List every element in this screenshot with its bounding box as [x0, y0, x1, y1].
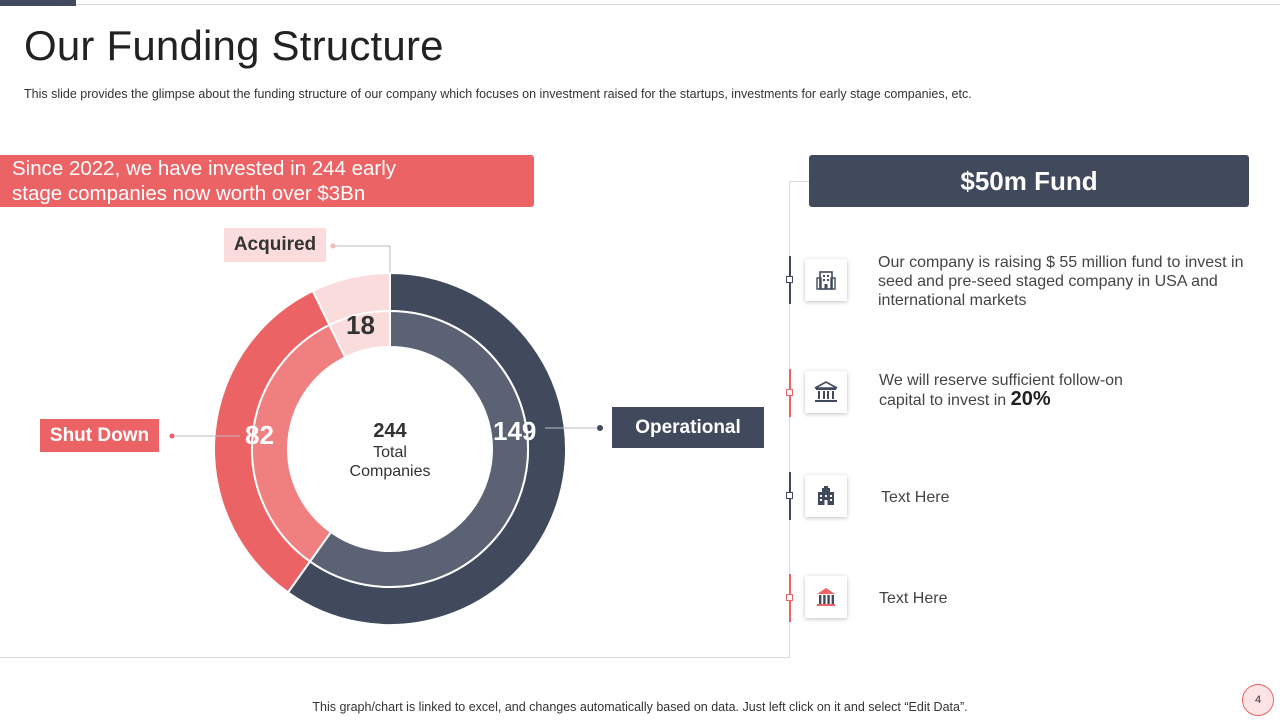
item-2-icon-box: [805, 371, 847, 413]
page-subtitle: This slide provides the glimpse about th…: [24, 87, 972, 101]
operational-label: Operational: [612, 407, 764, 448]
total-companies-label: Total Companies: [330, 443, 450, 481]
frame-right-line: [789, 181, 790, 658]
highlight-banner: Since 2022, we have invested in 244 earl…: [0, 155, 534, 207]
leader-lines: [169, 243, 603, 439]
item-3-marker: [786, 492, 793, 499]
donut-segment-operational-inner: [308, 309, 529, 588]
acquired-value: 18: [346, 310, 375, 340]
item-2-text-line-1: We will reserve sufficient follow-on: [879, 372, 1123, 389]
frame-bottom-line: [0, 657, 790, 658]
shutdown-label: Shut Down: [40, 419, 159, 452]
fund-title-box: $50m Fund: [809, 155, 1249, 207]
item-2-text-line-2-prefix: capital to invest in: [879, 392, 1011, 409]
banner-line-2: stage companies now worth over $3Bn: [12, 182, 366, 205]
footer-note: This graph/chart is linked to excel, and…: [312, 700, 968, 714]
factory-building-icon: [818, 486, 834, 505]
center-label-line-2: Companies: [349, 463, 431, 480]
bank-icon: [814, 381, 838, 402]
office-building-icon: [816, 271, 836, 290]
fund-title: $50m Fund: [960, 165, 1098, 196]
item-4-text: Text Here: [879, 590, 948, 607]
item-1-icon-box: [805, 259, 847, 301]
banner-line-1: Since 2022, we have invested in 244 earl…: [12, 157, 397, 180]
item-2-marker: [786, 389, 793, 396]
item-3-text: Text Here: [881, 489, 950, 506]
museum-icon: [817, 588, 835, 606]
acquired-leader-dot: [330, 243, 336, 249]
item-3-icon-box: [805, 475, 847, 517]
item-4-icon-box: [805, 576, 847, 618]
item-1-text: Our company is raising $ 55 million fund…: [878, 254, 1244, 309]
item-4-marker: [786, 594, 793, 601]
frame-top-line: [789, 181, 809, 182]
page-number: 4: [1254, 694, 1262, 706]
page-title: Our Funding Structure: [24, 22, 444, 69]
top-accent-bar: [0, 0, 76, 6]
acquired-label: Acquired: [224, 228, 326, 262]
item-1-marker: [786, 276, 793, 283]
donut-segment-acquired-inner: [328, 309, 391, 359]
shutdown-leader-dot: [169, 433, 175, 439]
item-2-highlight: 20%: [1010, 388, 1051, 410]
page-number-badge: 4: [1242, 684, 1274, 716]
item-2-text-line-2: capital to invest in 20%: [879, 388, 1249, 410]
top-divider: [76, 4, 1280, 5]
item-2-text: We will reserve sufficient follow-on cap…: [879, 371, 1249, 410]
operational-leader-dot: [597, 425, 603, 431]
shutdown-value: 82: [245, 420, 274, 450]
donut-segments: [213, 271, 567, 626]
operational-value: 149: [493, 416, 537, 446]
total-companies-value: 244: [373, 420, 407, 442]
center-label-line-1: Total: [373, 444, 407, 461]
